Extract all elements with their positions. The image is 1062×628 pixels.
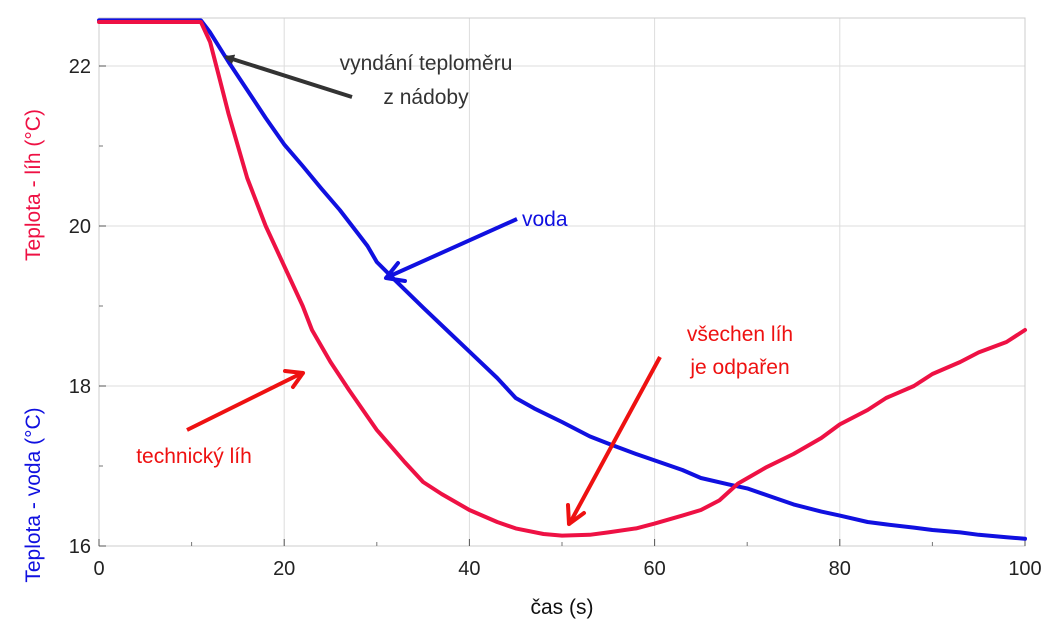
x-tick-label-3: 60 (643, 558, 665, 580)
y-tick-label-3: 22 (69, 56, 91, 78)
annotation-evaporated-line2: je odpařen (689, 356, 789, 379)
y-axis-titles: Teplota - voda (°C) Teplota - líh (°C) (22, 109, 45, 583)
annotation-voda: voda (384, 208, 568, 283)
annotation-arrow-technical (186, 372, 301, 432)
y-axis: 16 18 20 22 (69, 56, 106, 558)
annotation-thermometer-line1: vyndání teploměru (340, 52, 513, 75)
x-tick-label-0: 0 (93, 558, 104, 580)
annotation-arrow-thermometer (224, 54, 353, 99)
series-line-0 (97, 18, 1027, 541)
annotation-thermometer-removed: vyndání teploměru z nádoby (224, 52, 513, 109)
x-axis: 0 20 40 60 80 100 (93, 539, 1042, 580)
annotation-arrow-evaporated (569, 356, 662, 522)
annotation-technical-label: technický líh (136, 445, 252, 468)
y-tick-label-0: 16 (69, 536, 91, 558)
y-axis-title-voda: Teplota - voda (°C) (22, 407, 45, 582)
series-lines (97, 18, 1027, 541)
annotation-technical-alcohol: technický líh (136, 369, 305, 468)
annotation-evaporated-line1: všechen líh (687, 323, 793, 346)
annotation-voda-label: voda (522, 208, 568, 231)
annotation-arrowhead-technical (283, 369, 305, 389)
annotation-thermometer-line2: z nádoby (383, 86, 469, 109)
x-tick-label-5: 100 (1008, 558, 1041, 580)
y-tick-label-2: 20 (69, 216, 91, 238)
annotation-all-evaporated: všechen líh je odpařen (566, 323, 793, 526)
x-axis-title: čas (s) (531, 596, 594, 619)
y-axis-title-lih: Teplota - líh (°C) (22, 109, 45, 261)
x-tick-label-4: 80 (829, 558, 851, 580)
annotation-arrowhead-evaporated (566, 503, 586, 526)
y-tick-label-1: 18 (69, 376, 91, 398)
x-tick-label-1: 20 (273, 558, 295, 580)
x-tick-label-2: 40 (458, 558, 480, 580)
annotation-arrowhead-voda (384, 261, 407, 283)
annotation-arrow-voda (389, 217, 518, 278)
series-line-1 (97, 20, 1027, 538)
